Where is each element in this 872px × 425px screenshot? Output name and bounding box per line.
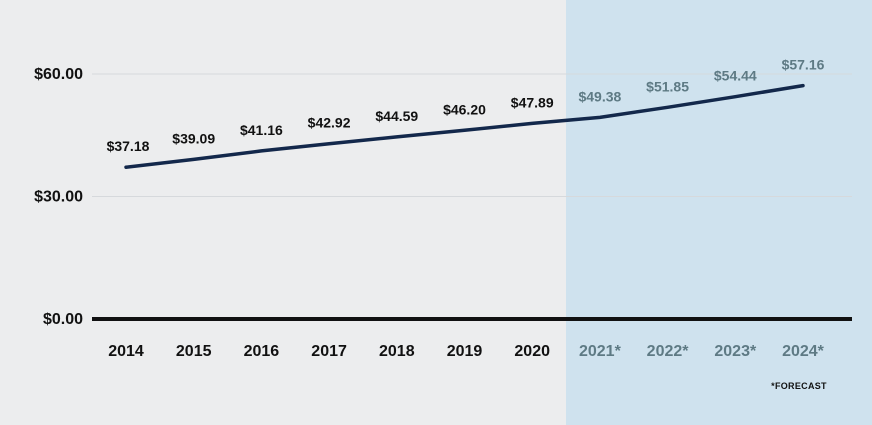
data-label: $46.20 [443, 101, 486, 117]
data-label: $39.09 [172, 130, 215, 146]
x-tick-label: 2020 [514, 343, 550, 360]
x-tick-label: 2023* [714, 343, 757, 360]
data-label: $51.85 [646, 78, 689, 94]
x-tick-label: 2018 [379, 343, 415, 360]
y-tick-label: $60.00 [34, 66, 83, 83]
data-labels: $37.18 $39.09 $41.16 $42.92 $44.59 $46.20 $47.… [107, 57, 825, 155]
forecast-band [566, 0, 872, 425]
y-tick-label: $0.00 [43, 311, 83, 328]
x-tick-label: 2024* [782, 343, 825, 360]
data-label: $41.16 [240, 122, 283, 138]
x-tick-label: 2017 [311, 343, 347, 360]
data-label: $54.44 [714, 68, 757, 84]
y-axis-ticks: $0.00 $30.00 $60.00 [34, 66, 83, 328]
series-line [124, 83, 805, 169]
gridlines [92, 73, 852, 197]
x-tick-label: 2019 [447, 343, 483, 360]
x-tick-label: 2022* [647, 343, 690, 360]
x-tick-label: 2014 [108, 343, 144, 360]
x-tick-label: 2021* [579, 343, 622, 360]
data-label: $37.18 [107, 138, 150, 154]
x-tick-label: 2015 [176, 343, 212, 360]
data-label: $44.59 [375, 108, 418, 124]
data-label: $57.16 [782, 57, 825, 73]
data-label: $47.89 [511, 94, 554, 110]
x-axis-ticks: 2014 2015 2016 2017 2018 2019 2020 2021* 2022* 20… [108, 343, 824, 360]
y-tick-label: $30.00 [34, 189, 83, 206]
forecast-footnote: *FORECAST [771, 381, 827, 391]
x-tick-label: 2016 [244, 343, 280, 360]
data-label: $42.92 [308, 115, 351, 131]
data-label: $49.38 [578, 88, 621, 104]
